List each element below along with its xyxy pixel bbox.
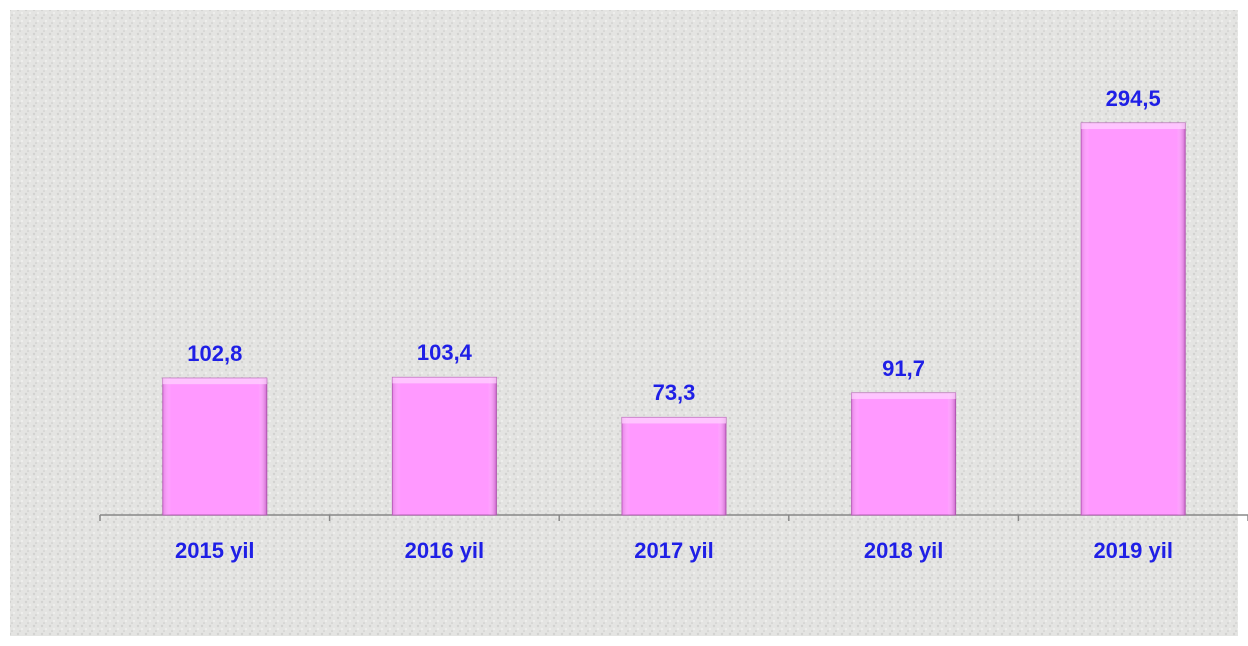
bar-bevel xyxy=(1081,123,1186,515)
bar-top-bevel xyxy=(1081,123,1186,129)
x-tick-label: 2019 yil xyxy=(1093,538,1173,563)
bar-top-bevel xyxy=(392,377,497,384)
x-tick-label: 2015 yil xyxy=(175,538,255,563)
bar-top-bevel xyxy=(162,378,267,385)
value-label: 294,5 xyxy=(1106,86,1161,111)
value-label: 73,3 xyxy=(653,380,696,405)
x-tick-label: 2017 yil xyxy=(634,538,714,563)
bar-bevel xyxy=(622,417,726,515)
value-label: 91,7 xyxy=(882,356,925,381)
value-label: 103,4 xyxy=(417,340,473,365)
bar-top-bevel xyxy=(622,417,726,424)
bar-bevel xyxy=(851,392,956,515)
x-tick-label: 2016 yil xyxy=(405,538,485,563)
bar-bevel xyxy=(392,377,497,515)
bar-bevel xyxy=(162,378,267,515)
plot-background xyxy=(10,10,1238,636)
bar-top-bevel xyxy=(851,392,956,399)
value-label: 102,8 xyxy=(187,341,242,366)
x-tick-label: 2018 yil xyxy=(864,538,944,563)
